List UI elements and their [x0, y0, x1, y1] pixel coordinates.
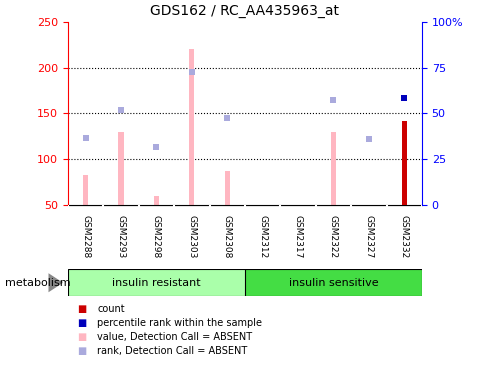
Bar [153, 196, 159, 205]
Bar [330, 132, 335, 205]
Text: GSM2298: GSM2298 [151, 215, 161, 259]
Title: GDS162 / RC_AA435963_at: GDS162 / RC_AA435963_at [150, 4, 339, 18]
Text: ■: ■ [77, 304, 87, 314]
Bar [224, 171, 229, 205]
Text: count: count [97, 304, 124, 314]
Text: rank, Detection Call = ABSENT: rank, Detection Call = ABSENT [97, 346, 247, 356]
Text: percentile rank within the sample: percentile rank within the sample [97, 318, 261, 328]
Text: GSM2293: GSM2293 [116, 215, 125, 259]
Text: ■: ■ [77, 318, 87, 328]
Bar [83, 175, 88, 205]
Text: GSM2317: GSM2317 [293, 215, 302, 259]
Text: GSM2327: GSM2327 [363, 215, 373, 259]
Bar [401, 121, 406, 205]
Bar [244, 269, 421, 296]
Text: ■: ■ [77, 346, 87, 356]
Text: GSM2308: GSM2308 [222, 215, 231, 259]
Text: insulin sensitive: insulin sensitive [288, 278, 378, 288]
Text: ■: ■ [77, 332, 87, 342]
Bar [68, 269, 244, 296]
Text: GSM2332: GSM2332 [399, 215, 408, 259]
Text: GSM2322: GSM2322 [328, 216, 337, 258]
Bar [118, 132, 123, 205]
Text: value, Detection Call = ABSENT: value, Detection Call = ABSENT [97, 332, 252, 342]
Text: metabolism: metabolism [5, 278, 70, 288]
Text: insulin resistant: insulin resistant [112, 278, 200, 288]
Polygon shape [48, 273, 63, 292]
Text: GSM2312: GSM2312 [257, 215, 267, 259]
Text: GSM2288: GSM2288 [81, 215, 90, 259]
Text: GSM2303: GSM2303 [187, 215, 196, 259]
Bar [189, 49, 194, 205]
